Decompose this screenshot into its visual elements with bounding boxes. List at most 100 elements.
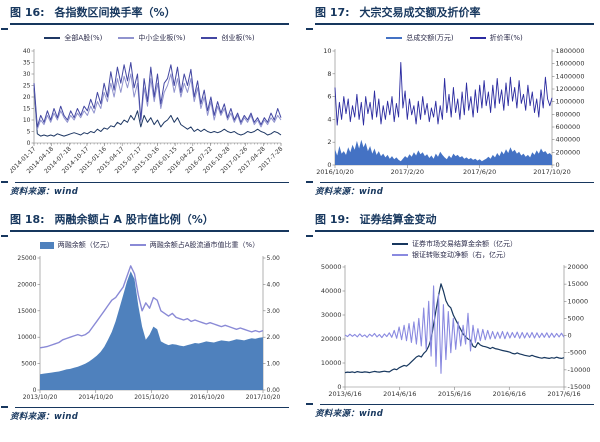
figure-label: 图 18: — [10, 213, 45, 226]
svg-text:1400000: 1400000 — [556, 72, 585, 80]
svg-text:200000: 200000 — [556, 148, 581, 156]
legend-label: 创业板(%) — [221, 34, 255, 42]
svg-text:2015/10/20: 2015/10/20 — [134, 394, 169, 401]
svg-text:20000: 20000 — [17, 281, 36, 288]
svg-text:6: 6 — [327, 93, 331, 101]
chart-plot: 0 2 4 6 8 10 0 200000 400000 600000 800000 1000000 1… — [315, 45, 594, 179]
svg-text:400000: 400000 — [556, 136, 581, 144]
legend-swatch — [129, 244, 146, 246]
figure-label: 图 17: — [315, 6, 350, 19]
svg-text:1600000: 1600000 — [556, 60, 585, 68]
svg-text:20000: 20000 — [568, 263, 589, 271]
svg-text:2017/6/20: 2017/6/20 — [463, 168, 496, 176]
title-rule — [10, 23, 289, 25]
source-label: 资料来源： — [10, 187, 55, 197]
svg-text:10: 10 — [323, 47, 331, 55]
chart-legend: 两融余额（亿元） 两融余额占A股流通市值比重（%） — [10, 239, 289, 251]
svg-text:10000: 10000 — [568, 297, 589, 305]
svg-text:800000: 800000 — [556, 110, 581, 118]
legend-label: 银证转账变动净额（右，亿元） — [412, 251, 510, 259]
source-note: 资料来源：wind — [10, 185, 289, 197]
svg-text:2017/2/20: 2017/2/20 — [391, 168, 424, 176]
separator-rule — [15, 181, 289, 183]
svg-text:5000: 5000 — [21, 361, 36, 368]
svg-text:5: 5 — [27, 129, 31, 136]
svg-text:2016/10/20: 2016/10/20 — [316, 168, 353, 176]
series-全部A股(%) — [33, 87, 282, 137]
svg-text:600000: 600000 — [556, 123, 581, 131]
legend-swatch — [118, 37, 135, 39]
legend-item: 两融余额（亿元） — [39, 240, 114, 250]
chart-canvas: 0 5000 10000 15000 20000 25000 0.00 1.00 2.00 3.0… — [17, 255, 280, 401]
svg-text:5000: 5000 — [568, 314, 585, 322]
figure-title: 大宗交易成交额及折价率 — [359, 6, 481, 19]
charts-row-bottom: 图 18: 两融余额占 A 股市值比例（%） 两融余额（亿元） 两融余额占A股流通市… — [1, 213, 594, 422]
svg-text:0: 0 — [568, 332, 572, 340]
title-rule — [315, 230, 594, 232]
legend-label: 折价率(%) — [489, 34, 523, 42]
chart-legend: 总成交额(万元) 折价率(%) — [315, 32, 594, 44]
legend-swatch — [392, 243, 408, 245]
source-note: 资料来源：wind — [10, 410, 289, 422]
series-两融余额（亿元） — [40, 271, 263, 390]
chart-plot: 0 5000 10000 15000 20000 25000 0.00 1.00 2.00 3.0… — [10, 252, 289, 404]
source-label: 资料来源： — [315, 187, 360, 197]
legend-label: 总成交额(万元) — [406, 34, 454, 42]
svg-text:1.00: 1.00 — [267, 361, 281, 368]
svg-text:20: 20 — [23, 94, 31, 101]
legend-item: 两融余额占A股流通市值比重（%） — [129, 240, 260, 250]
source-label: 资料来源： — [10, 412, 55, 422]
svg-text:2017/6/16: 2017/6/16 — [547, 390, 580, 398]
axis-tick-labels: 0 5000 10000 15000 20000 25000 0.00 1.00 2.00 3.0… — [17, 255, 280, 401]
charts-row-top: 图 16: 各指数区间换手率（%） 全部A股(%) 中小企业板(%) 创业板(%) 0… — [1, 6, 594, 197]
svg-text:2014/10/20: 2014/10/20 — [78, 394, 113, 401]
legend-label: 两融余额占A股流通市值比重（%） — [149, 241, 260, 249]
source-note: 资料来源：wind — [315, 185, 594, 197]
series-银证转账变动净额（右，亿元） — [344, 285, 565, 374]
svg-text:25000: 25000 — [17, 255, 36, 262]
source-value: wind — [359, 187, 384, 197]
svg-text:2016/6/16: 2016/6/16 — [493, 390, 526, 398]
svg-text:4.00: 4.00 — [267, 281, 281, 288]
legend-item: 中小企业板(%) — [118, 33, 185, 43]
svg-text:3.00: 3.00 — [267, 308, 281, 315]
svg-text:0.00: 0.00 — [267, 387, 281, 394]
legend-label: 证券市场交易结算金余额（亿元） — [412, 240, 517, 248]
svg-text:40: 40 — [23, 48, 31, 55]
svg-text:1800000: 1800000 — [556, 47, 585, 55]
chart-plot: 0 10000 20000 30000 40000 50000 -15000 -10000 -5… — [315, 261, 594, 401]
legend-swatch — [469, 37, 486, 39]
legend-swatch — [39, 241, 54, 249]
svg-text:30: 30 — [23, 71, 31, 78]
axis-tick-labels: 01000020000300004000050000-15000-10000-5… — [321, 263, 591, 398]
legend-label: 全部A股(%) — [64, 34, 103, 42]
source-value: wind — [54, 187, 79, 197]
svg-text:0: 0 — [327, 161, 331, 169]
chart-plot: 0 5 10 15 20 25 30 35 40 2014-01-17 2014-04-18 2014… — [10, 45, 289, 179]
svg-text:8: 8 — [327, 70, 331, 78]
figure-16-panel: 图 16: 各指数区间换手率（%） 全部A股(%) 中小企业板(%) 创业板(%) 0… — [1, 6, 289, 197]
separator-rule — [320, 403, 594, 405]
svg-text:20000: 20000 — [321, 335, 342, 343]
chart-canvas: 05101520253035402014-01-172014-04-182014… — [10, 48, 285, 175]
legend-label: 中小企业板(%) — [138, 34, 186, 42]
separator-rule — [320, 181, 594, 183]
source-value: wind — [359, 409, 384, 419]
svg-text:-10000: -10000 — [568, 366, 591, 374]
axis-tick-labels: 05101520253035402014-01-172014-04-182014… — [10, 48, 285, 175]
margin-dash — [1, 28, 8, 30]
figure-18-title-row: 图 18: 两融余额占 A 股市值比例（%） — [10, 213, 289, 227]
axis-tick-labels: 0 2 4 6 8 10 0 200000 400000 600000 800000 1000000 1… — [316, 47, 584, 176]
title-rule — [10, 230, 289, 232]
legend-item: 创业板(%) — [201, 33, 255, 43]
legend-item: 总成交额(万元) — [386, 33, 454, 43]
figure-label: 图 19: — [315, 213, 350, 226]
chart-axes — [33, 49, 281, 144]
svg-text:10000: 10000 — [17, 334, 36, 341]
figure-title: 各指数区间换手率（%） — [54, 6, 176, 19]
series-折价率(%) — [334, 61, 553, 126]
chart-axes — [344, 265, 565, 388]
svg-text:25: 25 — [23, 83, 31, 90]
margin-dash — [1, 406, 8, 408]
legend-swatch — [201, 37, 218, 39]
